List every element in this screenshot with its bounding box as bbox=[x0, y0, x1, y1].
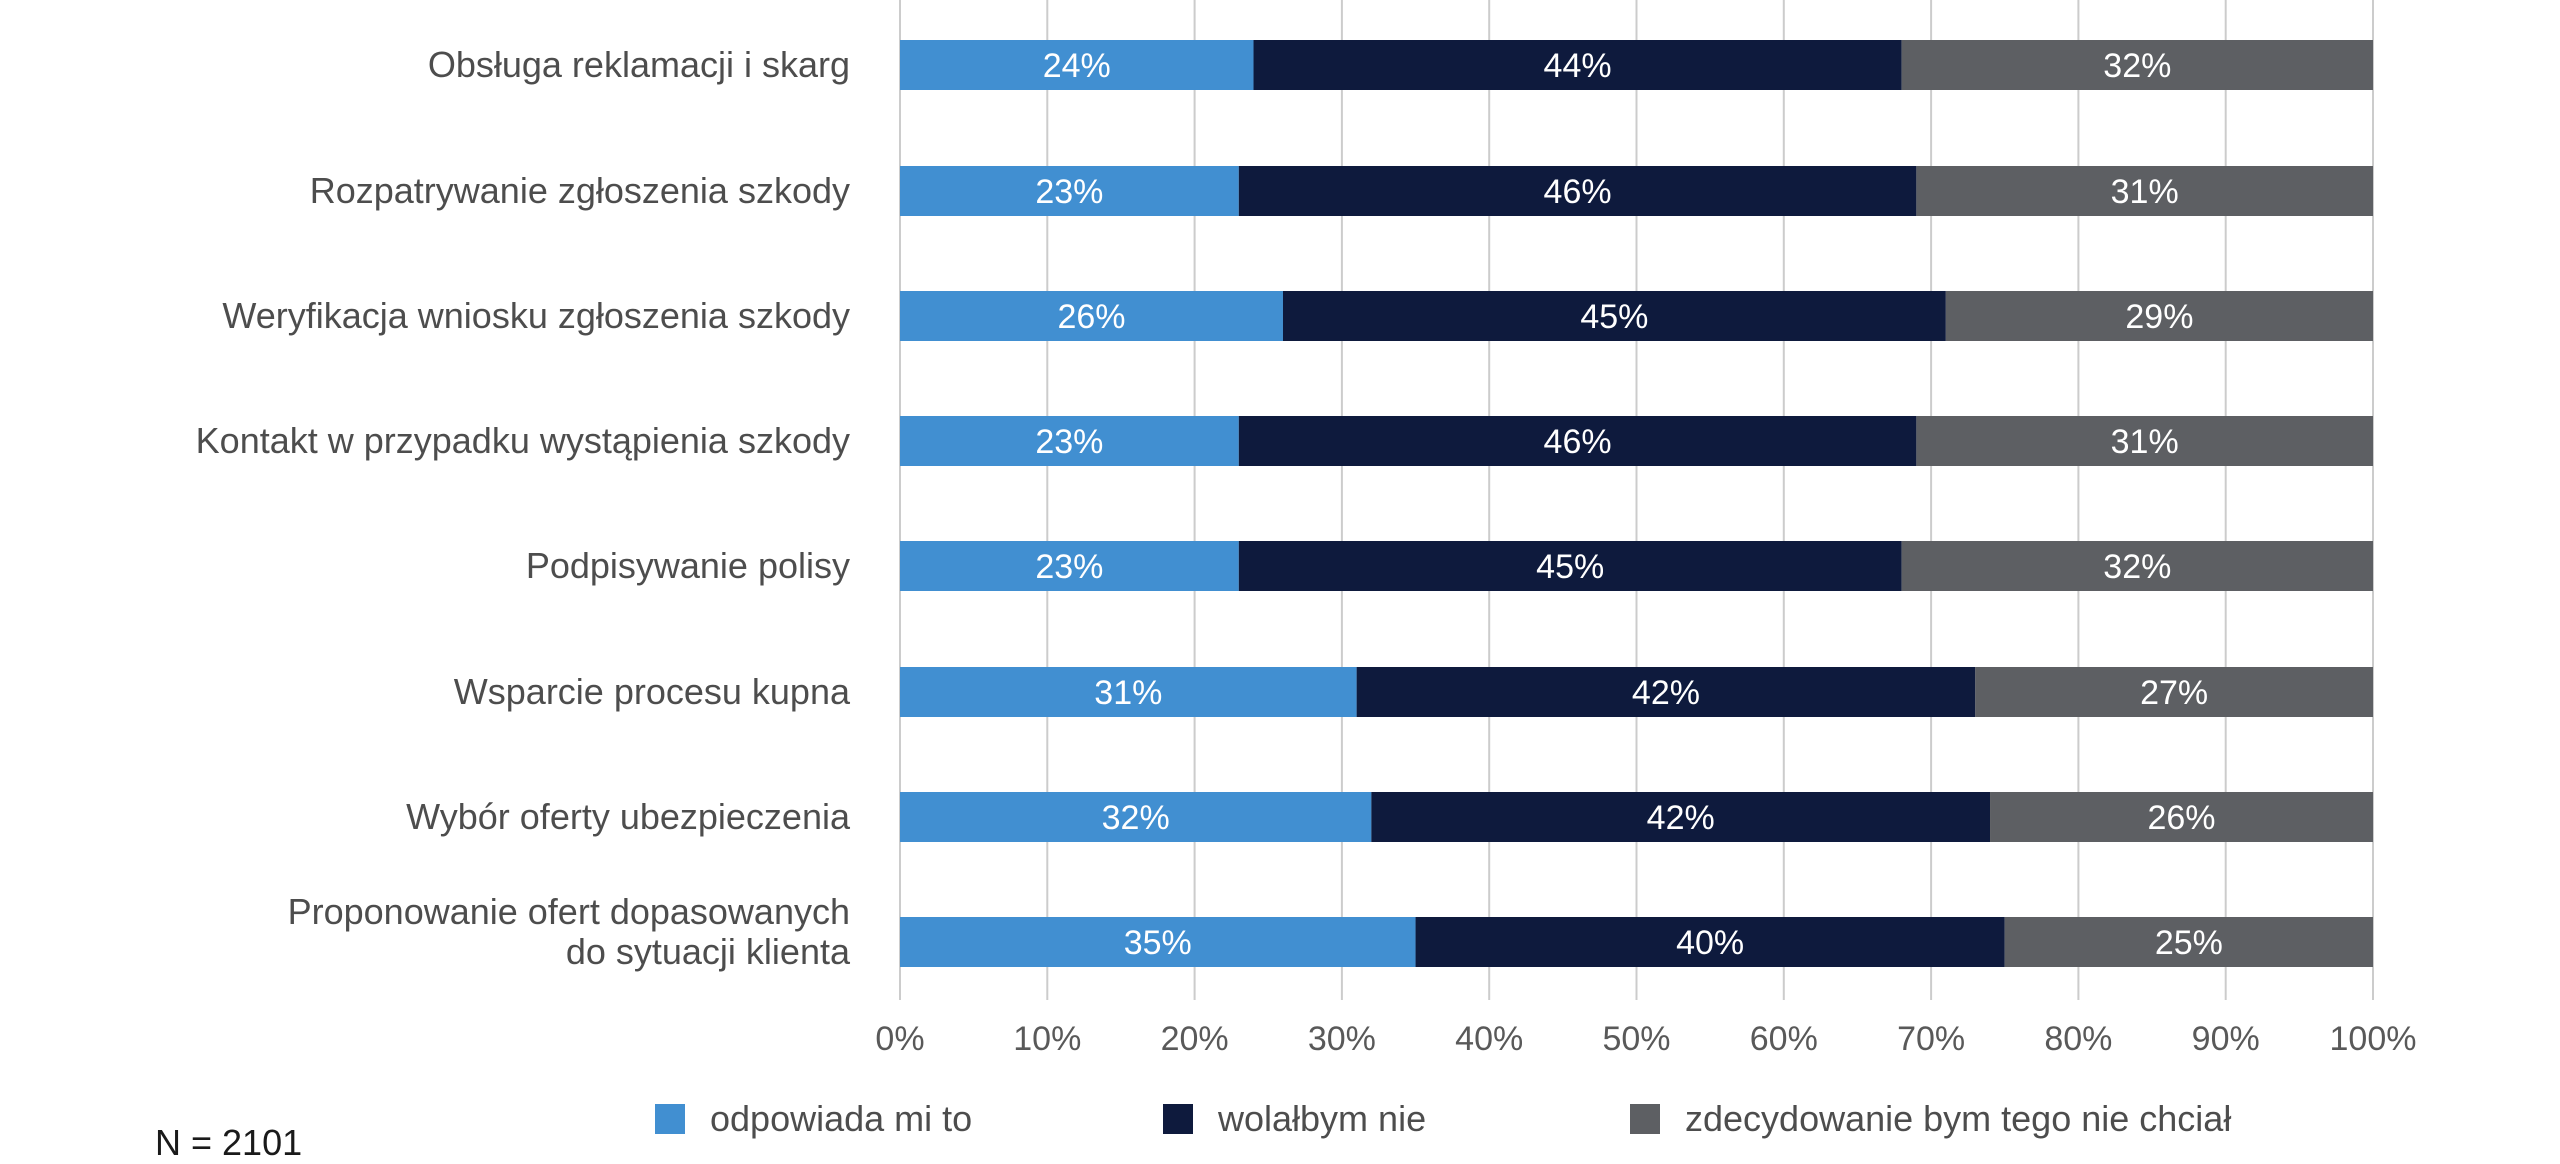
bar-value-label: 42% bbox=[1647, 799, 1715, 837]
bar-value-label: 45% bbox=[1580, 298, 1648, 336]
bar-segment bbox=[1415, 917, 2005, 967]
x-tick-label: 70% bbox=[1897, 1020, 1965, 1058]
bar-segment bbox=[1901, 40, 2373, 90]
bar-segment bbox=[1916, 416, 2373, 466]
legend-swatch bbox=[655, 1104, 685, 1134]
grid-lines bbox=[899, 0, 2374, 1000]
category-label: Proponowanie ofert dopasowanych bbox=[288, 891, 850, 932]
bar-segment bbox=[900, 166, 1239, 216]
bar-segment bbox=[1282, 291, 1946, 341]
x-tick-label: 20% bbox=[1161, 1020, 1229, 1058]
bar-value-label: 23% bbox=[1035, 173, 1103, 211]
bar-value-label: 31% bbox=[2111, 423, 2179, 461]
x-axis-ticks: 0% 10% 20% 30% 40% 50% 60% 70% 80% 90% 100% bbox=[875, 1020, 2416, 1058]
bar-value-label: 46% bbox=[1544, 423, 1612, 461]
bar-value-label: 26% bbox=[1057, 298, 1125, 336]
x-tick-label: 30% bbox=[1308, 1020, 1376, 1058]
x-tick-label: 0% bbox=[875, 1020, 924, 1058]
bar-value-label: 29% bbox=[2125, 298, 2193, 336]
category-label: Obsługa reklamacji i skarg bbox=[428, 44, 850, 85]
category-label: Kontakt w przypadku wystąpienia szkody bbox=[196, 420, 850, 461]
bar-segment bbox=[1975, 667, 2373, 717]
bar-value-label: 42% bbox=[1632, 674, 1700, 712]
legend-label: wolałbym nie bbox=[1217, 1098, 1426, 1139]
bar-value-label: 40% bbox=[1676, 924, 1744, 962]
bar-value-label: 32% bbox=[1102, 799, 1170, 837]
bar-segment bbox=[1990, 792, 2373, 842]
category-label: do sytuacji klienta bbox=[566, 931, 851, 972]
bars: 24% 44% 32% 23% 46% 31% 26% 45% 29% 23% 46% 31% 23% 4… bbox=[900, 40, 2373, 967]
bar-value-label: 31% bbox=[1094, 674, 1162, 712]
x-tick-label: 100% bbox=[2330, 1020, 2417, 1058]
bar-segment bbox=[1916, 166, 2373, 216]
bar-segment bbox=[1238, 416, 1917, 466]
x-tick-label: 50% bbox=[1602, 1020, 1670, 1058]
x-tick-label: 90% bbox=[2192, 1020, 2260, 1058]
bar-segment bbox=[900, 667, 1357, 717]
bar-segment bbox=[900, 541, 1239, 591]
bar-segment bbox=[900, 917, 1416, 967]
bar-value-label: 23% bbox=[1035, 548, 1103, 586]
bar-segment bbox=[900, 40, 1254, 90]
legend-swatch bbox=[1630, 1104, 1660, 1134]
bar-segment bbox=[1238, 166, 1917, 216]
category-label: Wybór oferty ubezpieczenia bbox=[406, 796, 851, 837]
bar-segment bbox=[900, 416, 1239, 466]
legend-label: zdecydowanie bym tego nie chciał bbox=[1685, 1098, 2231, 1139]
x-tick-label: 10% bbox=[1013, 1020, 1081, 1058]
category-label: Podpisywanie polisy bbox=[526, 545, 850, 586]
bar-value-label: 45% bbox=[1536, 548, 1604, 586]
sample-size-note: N = 2101 bbox=[155, 1122, 302, 1163]
bar-value-label: 24% bbox=[1043, 47, 1111, 85]
legend-swatch bbox=[1163, 1104, 1193, 1134]
x-tick-label: 60% bbox=[1750, 1020, 1818, 1058]
bar-value-label: 26% bbox=[2147, 799, 2215, 837]
x-tick-label: 80% bbox=[2044, 1020, 2112, 1058]
category-labels: Obsługa reklamacji i skarg Rozpatrywanie … bbox=[196, 44, 851, 972]
bar-segment bbox=[900, 291, 1283, 341]
bar-value-label: 32% bbox=[2103, 47, 2171, 85]
bar-segment bbox=[2004, 917, 2373, 967]
bar-value-label: 32% bbox=[2103, 548, 2171, 586]
bar-segment bbox=[1356, 667, 1976, 717]
bar-value-label: 25% bbox=[2155, 924, 2223, 962]
bar-value-label: 35% bbox=[1124, 924, 1192, 962]
bar-value-label: 46% bbox=[1544, 173, 1612, 211]
bar-segment bbox=[1238, 541, 1902, 591]
legend-label: odpowiada mi to bbox=[710, 1098, 972, 1139]
bar-value-label: 27% bbox=[2140, 674, 2208, 712]
category-label: Weryfikacja wniosku zgłoszenia szkody bbox=[222, 295, 850, 336]
bar-segment bbox=[1945, 291, 2373, 341]
x-tick-label: 40% bbox=[1455, 1020, 1523, 1058]
category-label: Wsparcie procesu kupna bbox=[454, 671, 851, 712]
bar-segment bbox=[1371, 792, 1991, 842]
category-label: Rozpatrywanie zgłoszenia szkody bbox=[310, 170, 850, 211]
bar-value-label: 44% bbox=[1544, 47, 1612, 85]
bar-segment bbox=[1901, 541, 2373, 591]
bar-value-label: 23% bbox=[1035, 423, 1103, 461]
bar-segment bbox=[1253, 40, 1902, 90]
bar-value-label: 31% bbox=[2111, 173, 2179, 211]
bar-segment bbox=[900, 792, 1372, 842]
legend: odpowiada mi to wolałbym nie zdecydowanie … bbox=[655, 1098, 2231, 1139]
